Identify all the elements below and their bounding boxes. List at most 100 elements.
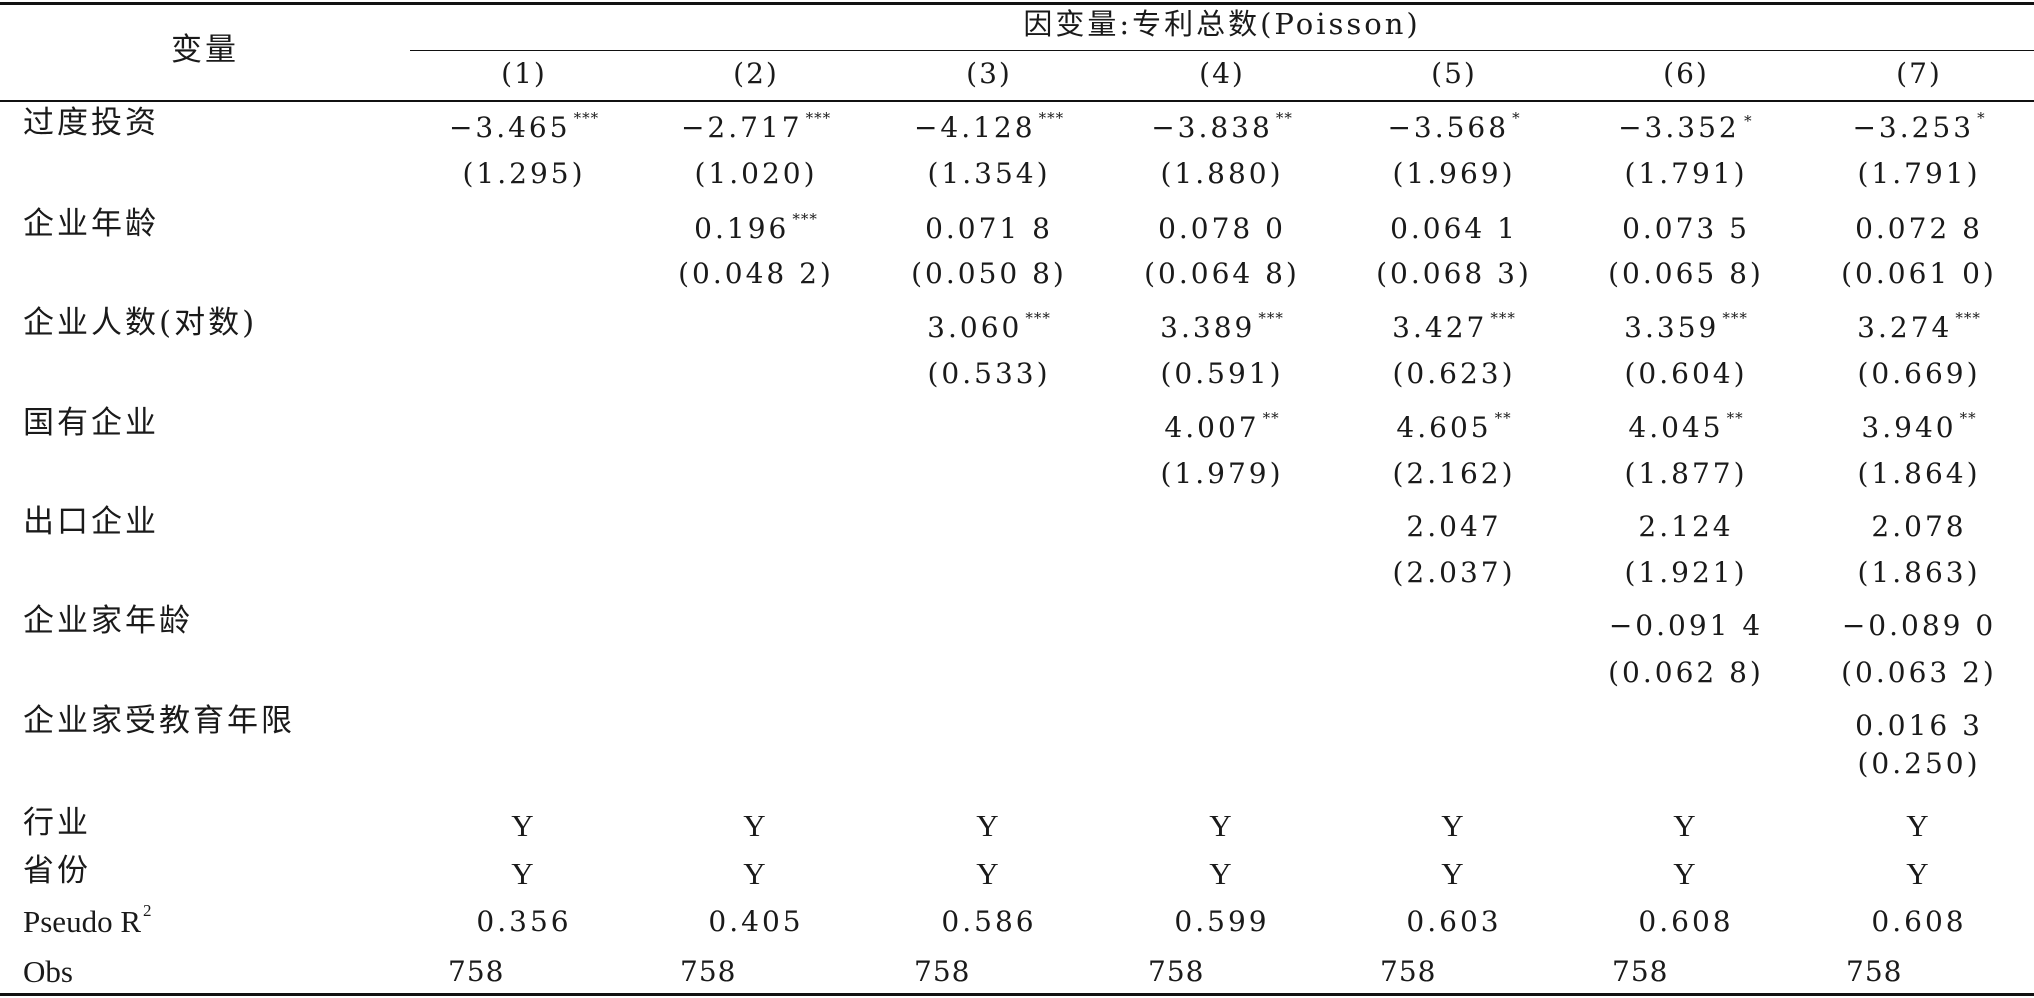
fixed-effect-label: 行业 [23, 805, 91, 841]
standard-error-cell: (1.880) [1160, 157, 1284, 190]
coefficient-value: 0.073 5 [1622, 212, 1750, 245]
standard-error-cell: (0.591) [1160, 357, 1284, 390]
significance-stars: ** [1959, 409, 1977, 427]
group-header: 因变量:专利总数(Poisson) [1023, 7, 1421, 41]
fixed-effect-label: 省份 [23, 853, 91, 889]
coefficient-value: −3.253 [1852, 111, 1975, 144]
significance-stars: *** [1490, 309, 1516, 327]
significance-stars: *** [573, 109, 600, 127]
coefficient-value: −3.352 [1618, 111, 1740, 144]
coefficient-value: 4.605 [1396, 411, 1492, 444]
coefficient-cell: 0.073 5 [1622, 215, 1750, 243]
header-bottom-rule [0, 100, 2034, 102]
column-header: (4) [1199, 57, 1245, 90]
coefficient-value: 0.071 8 [925, 212, 1053, 245]
row-label: 出口企业 [23, 504, 159, 540]
row-label: 过度投资 [23, 105, 159, 141]
standard-error-cell: (1.863) [1857, 556, 1981, 589]
coefficient-value: 3.427 [1392, 311, 1488, 344]
coefficient-value: 3.389 [1160, 311, 1256, 344]
significance-stars: *** [1258, 309, 1284, 327]
bottom-rule [0, 993, 2034, 996]
coefficient-value: 0.064 1 [1390, 212, 1518, 245]
column-header: (3) [966, 57, 1012, 90]
standard-error-cell: (1.791) [1857, 157, 1981, 190]
coefficient-cell: 4.045 ** [1628, 411, 1743, 442]
standard-error-cell: (0.048 2) [678, 257, 834, 290]
significance-stars: *** [1955, 309, 1981, 327]
row-label: 国有企业 [23, 405, 159, 441]
coefficient-value: 0.072 8 [1855, 212, 1983, 245]
significance-stars: ** [1494, 409, 1512, 427]
standard-error-cell: (1.969) [1392, 157, 1516, 190]
fixed-effect-cell: Y [1209, 808, 1235, 843]
coefficient-cell: 0.071 8 [925, 215, 1053, 243]
row-label: 企业家受教育年限 [23, 703, 295, 739]
standard-error-cell: (2.162) [1392, 457, 1516, 490]
standard-error-cell: (1.295) [462, 157, 586, 190]
significance-stars: *** [805, 109, 832, 127]
standard-error-cell: (0.623) [1392, 357, 1516, 390]
coefficient-value: 3.940 [1861, 411, 1957, 444]
obs-cell: 758 [914, 955, 971, 988]
coefficient-cell: 3.274 *** [1857, 311, 1981, 344]
significance-stars: ** [1275, 109, 1293, 127]
standard-error-cell: (0.062 8) [1608, 656, 1764, 689]
coefficient-cell: 4.007 ** [1164, 411, 1279, 444]
significance-stars: *** [1025, 309, 1051, 327]
fixed-effect-cell: Y [1441, 856, 1467, 891]
fixed-effect-cell: Y [1906, 808, 1932, 843]
coefficient-value: −0.091 4 [1608, 609, 1764, 642]
fixed-effect-cell: Y [1673, 856, 1699, 891]
coefficient-cell: 0.016 3 [1855, 712, 1983, 740]
pseudo-r2-cell: 0.586 [941, 905, 1037, 938]
standard-error-cell: (0.064 8) [1144, 257, 1300, 290]
coefficient-cell: 0.072 8 [1855, 215, 1983, 243]
coefficient-cell: −2.717 *** [681, 111, 831, 142]
group-header-rule [410, 50, 2034, 51]
coefficient-cell: −3.465 *** [449, 111, 599, 142]
obs-cell: 758 [1380, 955, 1437, 988]
coefficient-cell: 2.047 [1406, 513, 1501, 541]
fixed-effect-cell: Y [976, 808, 1002, 843]
significance-stars: * [1512, 109, 1521, 127]
coefficient-value: −4.128 [913, 111, 1036, 144]
obs-label: Obs [23, 954, 73, 989]
significance-stars: * [1977, 109, 1986, 127]
significance-stars: *** [1038, 109, 1065, 127]
standard-error-cell: (2.037) [1392, 556, 1516, 589]
standard-error-cell: (0.061 0) [1841, 257, 1997, 290]
coefficient-cell: −4.128 *** [913, 111, 1064, 144]
column-header: (6) [1663, 57, 1709, 90]
standard-error-cell: (0.669) [1857, 357, 1981, 390]
coefficient-value: 2.078 [1871, 510, 1967, 543]
pseudo-r2-cell: 0.603 [1406, 905, 1502, 938]
coefficient-cell: 3.389 *** [1160, 311, 1284, 344]
pseudo-r2-text: Pseudo R [23, 904, 141, 939]
column-header: (7) [1896, 57, 1942, 90]
coefficient-cell: −3.352 ∗ [1618, 111, 1754, 144]
top-rule [0, 2, 2034, 5]
standard-error-cell: (1.020) [694, 157, 818, 190]
coefficient-cell: 0.064 1 [1390, 215, 1518, 243]
coefficient-cell: 2.124 [1638, 513, 1733, 541]
coefficient-cell: −3.253 * [1852, 111, 1985, 144]
coefficient-cell: 3.060 *** [927, 311, 1051, 342]
standard-error-cell: (0.068 3) [1376, 257, 1532, 290]
significance-stars: *** [1722, 309, 1748, 327]
coefficient-cell: 3.940 ** [1861, 411, 1976, 444]
coefficient-cell: 0.078 0 [1158, 215, 1286, 243]
standard-error-cell: (0.050 8) [911, 257, 1067, 290]
standard-error-cell: (1.791) [1624, 157, 1748, 190]
fixed-effect-cell: Y [511, 808, 537, 843]
coefficient-cell: 4.605 ** [1396, 411, 1511, 444]
standard-error-cell: (0.063 2) [1841, 656, 1997, 689]
coefficient-value: 3.274 [1857, 311, 1953, 344]
fixed-effect-cell: Y [511, 856, 537, 891]
coefficient-cell: 0.196 *** [694, 212, 818, 245]
fixed-effect-cell: Y [1441, 808, 1467, 843]
coefficient-value: 4.007 [1164, 411, 1260, 444]
coefficient-value: 0.196 [694, 212, 790, 245]
